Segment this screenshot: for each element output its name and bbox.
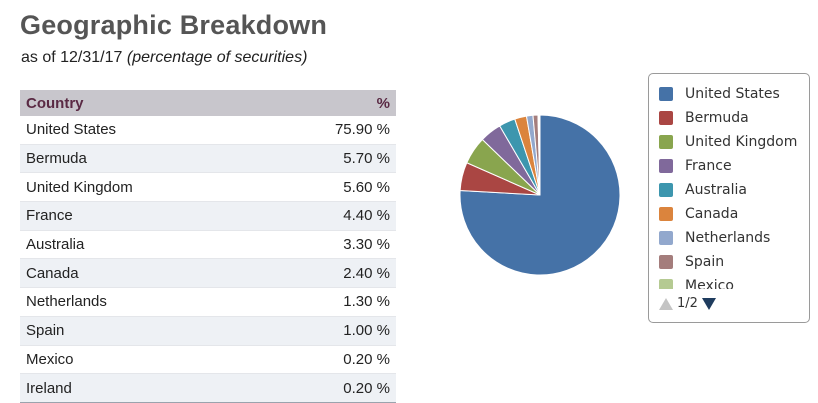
legend-item[interactable]: France [649,154,809,178]
legend-label: Mexico [685,278,734,289]
legend-swatch [659,279,673,289]
legend-label: Australia [685,182,747,198]
country-cell: France [20,201,261,231]
legend-swatch [659,111,673,125]
legend-item[interactable]: Spain [649,250,809,274]
percent-column-header: % [260,90,396,116]
pie-chart [459,114,621,276]
page-title: Geographic Breakdown [20,10,328,40]
percent-cell: 4.40 % [260,201,396,231]
percent-cell: 0.20 % [260,373,396,403]
legend-label: Canada [685,206,739,222]
country-cell: Ireland [20,373,261,403]
country-cell: Bermuda [20,144,261,174]
legend-pagination: 1/2 [659,296,716,311]
table-row: Canada 2.40 % [20,258,396,289]
legend-swatch [659,183,673,197]
table-header-row: Country % [20,90,396,116]
as-of-subtitle: as of 12/31/17 (percentage of securities… [21,49,307,67]
country-cell: Australia [20,230,261,260]
legend-swatch [659,159,673,173]
legend-item[interactable]: Netherlands [649,226,809,250]
as-of-date: as of 12/31/17 [21,49,123,66]
legend-swatch [659,135,673,149]
table-row: Bermuda 5.70 % [20,144,396,174]
table-row: United States 75.90 % [20,116,396,145]
legend-item[interactable]: Bermuda [649,106,809,130]
subtitle-note: (percentage of securities) [126,49,308,66]
country-cell: Mexico [20,345,261,375]
country-column-header: Country [20,90,261,116]
table-body: United States 75.90 % Bermuda 5.70 % United … [20,116,396,403]
legend-label: Bermuda [685,110,749,126]
table-row: Australia 3.30 % [20,230,396,260]
percent-cell: 5.60 % [260,172,396,203]
legend-swatch [659,255,673,269]
legend-item[interactable]: Australia [649,178,809,202]
table-row: Mexico 0.20 % [20,345,396,375]
legend-label: United States [685,86,780,102]
legend-prev-arrow-icon[interactable] [659,297,673,310]
table-row: Spain 1.00 % [20,316,396,346]
legend-item[interactable]: United States [649,82,809,106]
legend-label: Spain [685,254,725,270]
percent-cell: 5.70 % [260,144,396,174]
legend-page-indicator: 1/2 [677,296,698,311]
table-row: Netherlands 1.30 % [20,287,396,317]
country-cell: United Kingdom [20,172,261,203]
percent-cell: 75.90 % [260,116,396,145]
country-cell: Netherlands [20,287,261,317]
legend-item[interactable]: Mexico [649,274,809,289]
legend-swatch [659,207,673,221]
legend-next-arrow-icon[interactable] [701,297,716,310]
chart-legend: United States Bermuda United Kingdom France… [648,73,810,323]
table-row: United Kingdom 5.60 % [20,172,396,203]
legend-label: Netherlands [685,230,771,246]
legend-label: United Kingdom [685,134,798,150]
country-cell: United States [20,116,261,145]
table-row: Ireland 0.20 % [20,373,396,403]
country-cell: Canada [20,258,261,289]
legend-swatch [659,231,673,245]
percent-cell: 1.30 % [260,287,396,317]
country-table: Country % United States 75.90 % Bermuda 5.7… [20,90,396,403]
legend-item[interactable]: Canada [649,202,809,226]
legend-swatch [659,87,673,101]
percent-cell: 0.20 % [260,345,396,375]
pie-slice-ireland[interactable] [538,114,541,196]
percent-cell: 2.40 % [260,258,396,289]
table-row: France 4.40 % [20,201,396,231]
percent-cell: 3.30 % [260,230,396,260]
legend-item[interactable]: United Kingdom [649,130,809,154]
legend-label: France [685,158,732,174]
country-cell: Spain [20,316,261,346]
legend-items: United States Bermuda United Kingdom France… [649,82,809,289]
percent-cell: 1.00 % [260,316,396,346]
